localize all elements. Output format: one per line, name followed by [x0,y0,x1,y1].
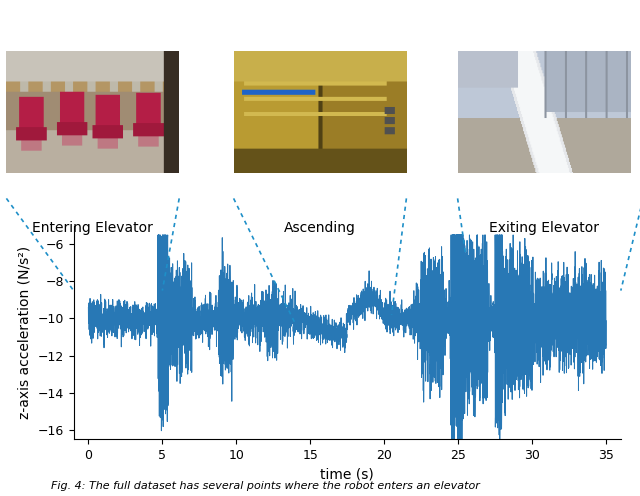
Text: Exiting Elevator: Exiting Elevator [489,221,599,235]
Y-axis label: z-axis acceleration (N/s²): z-axis acceleration (N/s²) [18,246,32,419]
Text: Entering Elevator: Entering Elevator [33,221,153,235]
Text: Ascending: Ascending [284,221,356,235]
Text: Fig. 4: The full dataset has several points where the robot enters an elevator: Fig. 4: The full dataset has several poi… [51,481,480,491]
X-axis label: time (s): time (s) [321,467,374,481]
